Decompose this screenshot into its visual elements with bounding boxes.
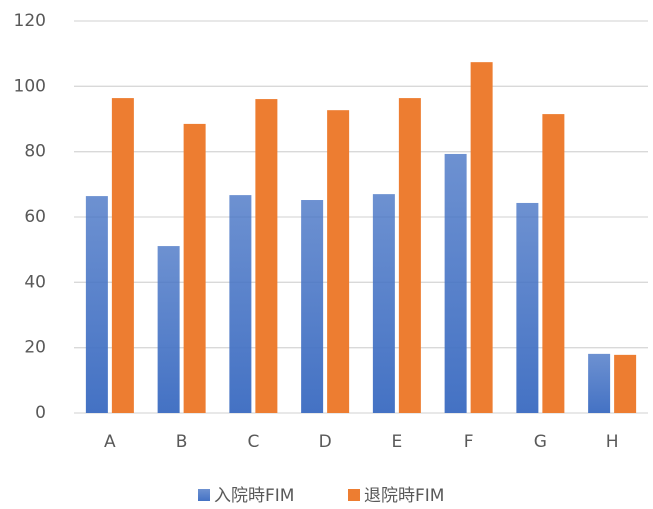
bar [542, 114, 565, 413]
bar [327, 110, 350, 414]
y-tick-label: 20 [24, 338, 46, 358]
bar [255, 99, 278, 413]
legend-swatch [348, 489, 360, 501]
x-tick-label: B [176, 432, 188, 452]
x-tick-label: E [392, 432, 403, 452]
bar [157, 246, 180, 413]
legend-swatch [198, 489, 210, 501]
bar [229, 195, 252, 413]
bar [398, 98, 421, 414]
x-tick-label: A [104, 432, 116, 452]
x-tick-label: G [534, 432, 547, 452]
bar [470, 62, 493, 413]
bar [85, 196, 108, 413]
y-tick-label: 80 [24, 142, 46, 162]
x-tick-label: F [464, 432, 474, 452]
bar [183, 123, 206, 414]
y-tick-label: 40 [24, 272, 46, 292]
y-tick-label: 60 [24, 207, 46, 227]
bar [301, 200, 324, 413]
x-tick-label: C [247, 432, 259, 452]
y-tick-label: 120 [14, 11, 46, 31]
bar [516, 202, 539, 413]
bar [588, 353, 611, 413]
y-tick-label: 0 [35, 403, 46, 423]
x-tick-label: H [606, 432, 619, 452]
bar [444, 153, 467, 413]
legend-label: 退院時FIM [364, 486, 444, 506]
x-tick-label: D [319, 432, 332, 452]
legend-label: 入院時FIM [214, 486, 294, 506]
bar [111, 98, 134, 414]
y-tick-label: 100 [14, 76, 46, 96]
bar [614, 354, 637, 413]
bar [372, 194, 395, 413]
